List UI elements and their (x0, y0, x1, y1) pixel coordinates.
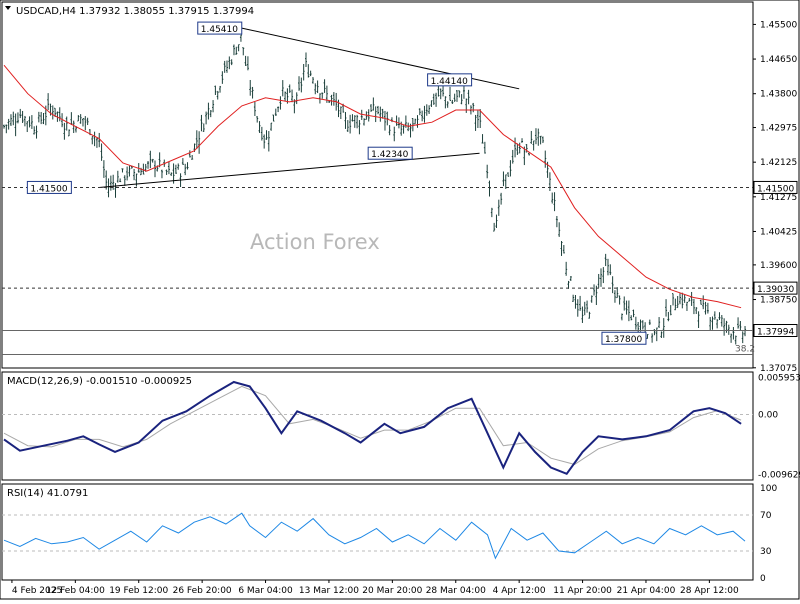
annotation-3: 1.41500 (26, 180, 72, 194)
time-tick-label: 6 Mar 04:00 (238, 586, 293, 596)
macd-panel-frame (1, 371, 754, 481)
price-tick-label: 1.38750 (760, 296, 797, 306)
price-tick-label: 1.37075 (760, 364, 797, 374)
trendline-1 (241, 27, 520, 90)
price-tick-label: 1.39600 (760, 261, 797, 271)
level-price-tag-text: 1.37994 (757, 328, 794, 338)
rsi-tick-label: 100 (760, 484, 777, 494)
rsi-line (3, 512, 746, 560)
macd-tick-label: 0.005953 (758, 373, 800, 383)
annotation-0: 1.45410 (197, 21, 243, 35)
fib-level-label: 38.2 (735, 345, 755, 355)
price-tick-label: 1.42975 (760, 124, 797, 134)
rsi-panel-frame (1, 483, 754, 581)
annotation-text: 1.37800 (605, 335, 642, 345)
rsi-tick-label: 0 (760, 574, 766, 584)
time-tick-label: 28 Apr 12:00 (680, 586, 739, 596)
annotation-text: 1.44140 (431, 77, 468, 87)
price-panel-frame (1, 1, 754, 369)
time-tick-label: 19 Feb 12:00 (109, 586, 168, 596)
rsi-tick-label: 30 (760, 547, 772, 557)
rsi-title: RSI(14) 41.0791 (7, 488, 88, 499)
annotation-box (197, 21, 243, 35)
level-price-tag: 1.37994 (753, 324, 798, 338)
price-tick-label: 1.45500 (760, 20, 797, 30)
time-tick-label: 4 Apr 12:00 (493, 586, 546, 596)
annotation-1: 1.44140 (427, 73, 473, 87)
level-price-tag-box (753, 281, 798, 295)
time-tick-label: 26 Feb 20:00 (173, 586, 232, 596)
time-tick-label: 12 Feb 04:00 (46, 586, 105, 596)
symbol-line: USDCAD,H4 1.37932 1.38055 1.37915 1.3799… (16, 6, 254, 17)
annotation-box (367, 146, 413, 160)
price-tick-label: 1.44650 (760, 55, 797, 65)
time-tick-label: 28 Mar 04:00 (426, 586, 486, 596)
annotation-text: 1.45410 (201, 25, 238, 35)
trendline-0 (99, 152, 480, 188)
level-price-tag: 1.39030 (753, 281, 798, 295)
annotation-4: 1.37800 (601, 331, 647, 345)
price-tick-label: 1.42125 (760, 158, 797, 168)
annotation-box (26, 180, 72, 194)
time-tick-label: 4 Feb 2025 (12, 586, 62, 596)
annotation-2: 1.42340 (367, 146, 413, 160)
time-tick-label: 13 Mar 12:00 (299, 586, 359, 596)
price-tick-label: 1.40425 (760, 227, 797, 237)
level-price-tag-box (753, 324, 798, 338)
level-price-tag-text: 1.39030 (757, 285, 794, 295)
time-tick-label: 20 Mar 20:00 (362, 586, 422, 596)
watermark: Action Forex (250, 230, 380, 254)
level-price-tag-box (753, 180, 798, 194)
rsi-tick-label: 70 (760, 511, 772, 521)
annotation-box (427, 73, 473, 87)
time-tick-label: 21 Apr 04:00 (617, 586, 676, 596)
level-price-tag-text: 1.41500 (757, 184, 794, 194)
price-tick-label: 1.41275 (760, 193, 797, 203)
annotation-text: 1.42340 (371, 150, 408, 160)
macd-tick-label: -0.009629 (758, 471, 800, 481)
time-tick-label: 11 Apr 20:00 (553, 586, 612, 596)
dropdown-triangle-icon (5, 6, 11, 10)
moving-average-line (3, 64, 742, 309)
annotation-box (601, 331, 647, 345)
price-tick-label: 1.43800 (760, 90, 797, 100)
level-price-tag: 1.41500 (753, 180, 798, 194)
macd-title: MACD(12,26,9) -0.001510 -0.000925 (7, 376, 192, 387)
macd-tick-label: 0.00 (758, 410, 778, 420)
annotation-text: 1.41500 (30, 184, 67, 194)
macd-line (3, 380, 742, 476)
